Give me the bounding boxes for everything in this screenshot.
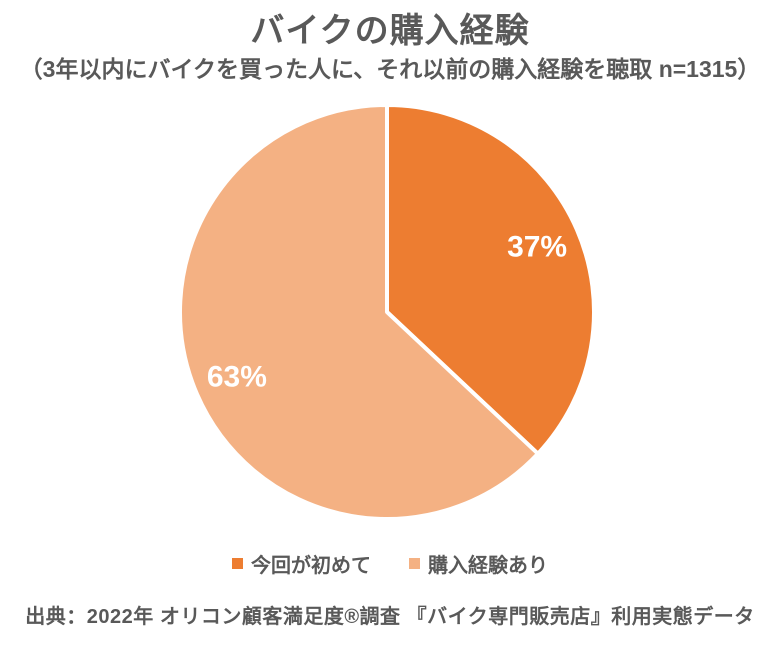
legend-item-experienced: 購入経験あり xyxy=(409,549,548,578)
pie-slice-0 xyxy=(385,103,596,457)
legend-item-first-time: 今回が初めて xyxy=(232,549,371,578)
pie-chart: 37% 63% xyxy=(178,103,596,522)
legend: 今回が初めて 購入経験あり xyxy=(232,549,548,578)
source-note: 出典：2022年 オリコン顧客満足度®調査 『バイク専門販売店』利用実態データ xyxy=(25,606,755,629)
pie-data-label-1: 63% xyxy=(207,361,267,394)
legend-label-first-time: 今回が初めて xyxy=(251,554,371,577)
legend-label-experienced: 購入経験あり xyxy=(428,554,548,577)
legend-swatch-first-time-icon xyxy=(232,557,243,569)
legend-swatch-experienced-icon xyxy=(409,557,420,569)
chart-title: バイクの購入経験 xyxy=(250,12,530,50)
pie-data-label-0: 37% xyxy=(507,231,567,264)
chart-subtitle: （3年以内にバイクを買った人に、それ以前の購入経験を聴取 n=1315） xyxy=(19,55,761,82)
pie-slice-1 xyxy=(178,103,540,522)
